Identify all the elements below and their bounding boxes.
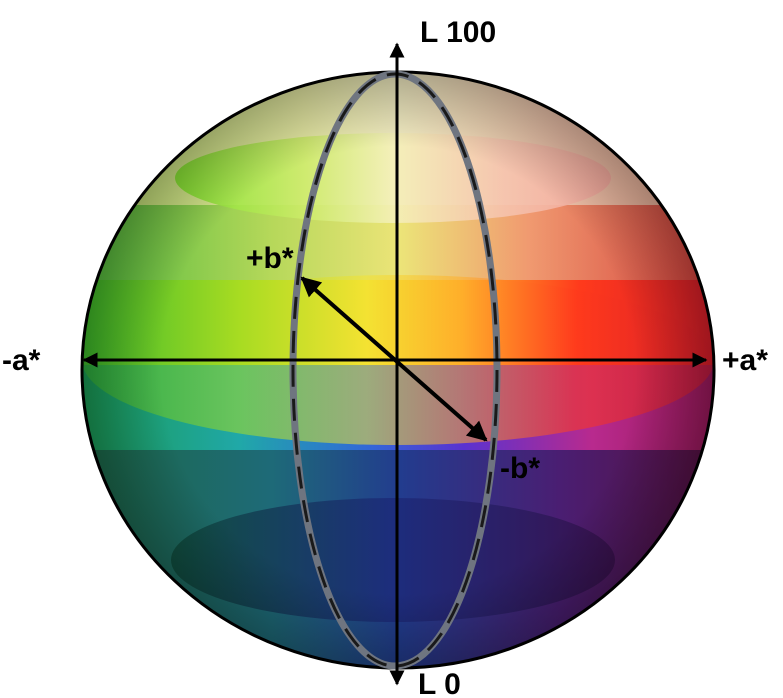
label-neg-a: -a* (2, 344, 41, 377)
label-pos-a: +a* (722, 344, 768, 377)
label-l-0: L 0 (418, 668, 461, 698)
label-pos-b: +b* (246, 242, 294, 275)
label-l-100: L 100 (420, 16, 496, 49)
label-neg-b: -b* (500, 452, 540, 485)
b-axis-arrow (300, 276, 488, 442)
